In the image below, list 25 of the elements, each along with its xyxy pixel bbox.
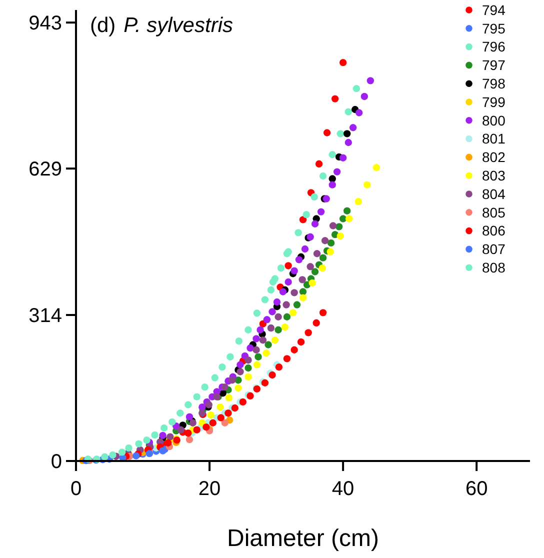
chart-title: (d) P. sylvestris xyxy=(90,14,234,37)
legend-label: 797 xyxy=(482,57,506,74)
legend-label: 800 xyxy=(482,112,506,128)
y-tick-label: 943 xyxy=(28,12,62,35)
y-tick-label: 0 xyxy=(50,451,62,473)
legend-label: 801 xyxy=(482,130,506,147)
legend-label: 794 xyxy=(482,2,506,18)
x-tick-label: 20 xyxy=(198,478,221,500)
x-tick-label: 0 xyxy=(70,478,82,500)
y-tick-label: 629 xyxy=(28,158,62,181)
legend-label: 799 xyxy=(482,94,506,110)
legend-label: 808 xyxy=(482,260,506,276)
legend-label: 802 xyxy=(482,149,506,166)
legend-label: 805 xyxy=(482,204,506,220)
y-tick-label: 314 xyxy=(28,305,62,328)
x-tick-label: 40 xyxy=(332,478,354,500)
legend-label: 795 xyxy=(482,20,506,36)
legend-label: 803 xyxy=(482,168,506,184)
legend-label: 804 xyxy=(482,186,506,202)
legend-label: 796 xyxy=(482,38,506,55)
legend-label: 798 xyxy=(482,76,506,92)
legend-label: 806 xyxy=(482,222,506,239)
legend-label: 807 xyxy=(482,241,506,258)
x-tick-label: 60 xyxy=(465,478,488,500)
x-axis-title: Diameter (cm) xyxy=(226,525,380,552)
